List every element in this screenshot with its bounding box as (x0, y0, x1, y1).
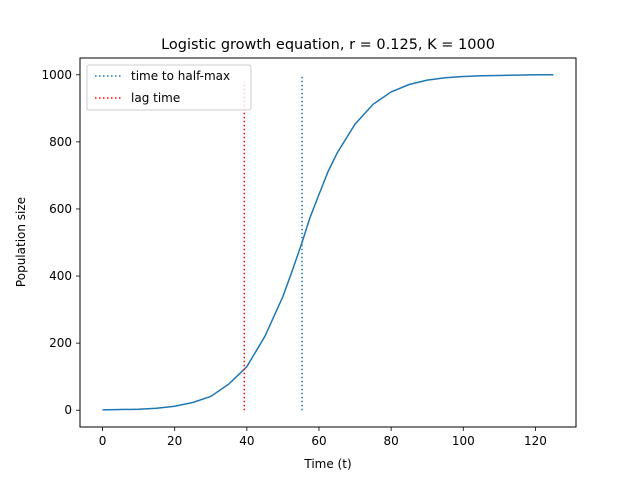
x-axis-ticks: 0 20 40 60 80 100 120 (99, 427, 547, 448)
y-axis-ticks: 0 200 400 600 800 1000 (41, 68, 80, 417)
legend-box (86, 64, 252, 111)
plot-area (102, 74, 554, 411)
y-tick-label: 0 (64, 403, 72, 417)
legend-label: time to half-max (131, 69, 230, 83)
y-tick-label: 600 (49, 202, 72, 216)
x-tick-label: 100 (452, 434, 475, 448)
x-tick-label: 20 (167, 434, 182, 448)
y-tick-label: 800 (49, 135, 72, 149)
x-tick-label: 120 (524, 434, 547, 448)
x-tick-label: 40 (239, 434, 254, 448)
legend-label: lag time (131, 91, 180, 105)
axes-frame (79, 57, 577, 428)
y-axis-label: Population size (14, 197, 28, 287)
x-axis-label: Time (t) (303, 457, 351, 471)
y-tick-label: 1000 (41, 68, 72, 82)
series-line-logistic-curve (102, 74, 554, 411)
x-tick-label: 0 (99, 434, 107, 448)
x-tick-label: 60 (311, 434, 326, 448)
legend: time to half-max lag time (86, 64, 252, 111)
chart-title: Logistic growth equation, r = 0.125, K =… (161, 37, 495, 53)
y-tick-label: 400 (49, 269, 72, 283)
x-tick-label: 80 (383, 434, 398, 448)
y-tick-label: 200 (49, 336, 72, 350)
